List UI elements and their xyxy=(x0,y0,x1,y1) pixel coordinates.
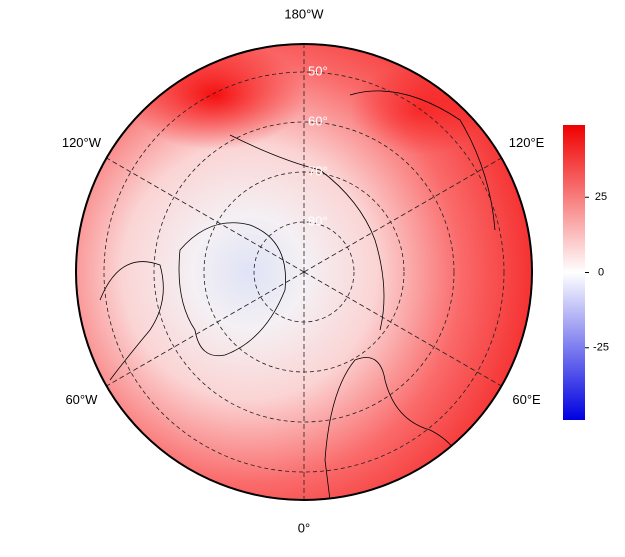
latitude-circle xyxy=(153,121,455,423)
longitude-label: 0° xyxy=(298,520,310,535)
meridian xyxy=(303,157,502,273)
latitude-label: 80° xyxy=(308,213,328,228)
latitude-label: 50° xyxy=(308,63,328,78)
latitude-label: 60° xyxy=(308,113,328,128)
meridian xyxy=(106,157,305,273)
meridian xyxy=(106,271,305,387)
hot-spot xyxy=(125,44,305,150)
coastline xyxy=(229,90,496,331)
longitude-label: 60°W xyxy=(65,392,98,407)
hot-spot xyxy=(350,65,490,155)
colorbar-tick-label: 0 xyxy=(598,266,604,278)
map-border xyxy=(75,43,533,501)
longitude-label: 120°E xyxy=(509,135,545,150)
longitude-label: 180°W xyxy=(284,6,324,21)
colorbar-tick-label: 25 xyxy=(595,191,607,203)
meridian xyxy=(303,271,502,387)
longitude-label: 60°E xyxy=(512,392,541,407)
colorbar xyxy=(563,125,585,420)
latitude-label: 70° xyxy=(308,163,328,178)
coastline xyxy=(178,222,286,357)
colorbar-tick-label: -25 xyxy=(593,342,609,354)
longitude-label: 120°W xyxy=(62,135,102,150)
latitude-circle xyxy=(103,71,505,473)
coastline xyxy=(99,261,164,381)
